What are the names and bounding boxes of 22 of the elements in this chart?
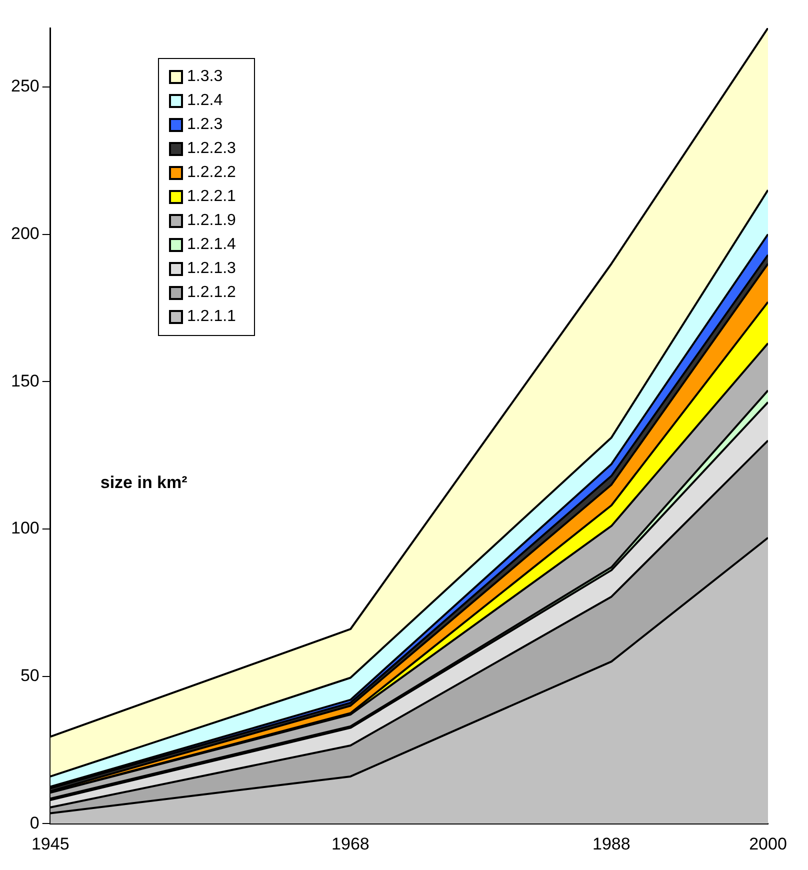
y-tick-label: 100	[10, 518, 40, 538]
legend-label: 1.2.2.1	[187, 188, 236, 206]
legend-label: 1.3.3	[187, 68, 223, 86]
legend-label: 1.2.2.3	[187, 140, 236, 158]
x-tick-label: 1968	[332, 834, 370, 854]
legend-label: 1.2.1.1	[187, 308, 236, 326]
x-tick-label: 1988	[592, 834, 630, 854]
x-tick-label: 1945	[31, 834, 70, 854]
legend-label: 1.2.3	[187, 116, 223, 134]
legend-label: 1.2.1.3	[187, 260, 236, 278]
legend-label: 1.2.1.9	[187, 212, 236, 230]
legend-label: 1.2.1.2	[187, 284, 236, 302]
legend-label: 1.2.2.2	[187, 164, 236, 182]
annotation: size in km²	[100, 473, 188, 492]
x-tick-label: 2000	[749, 834, 787, 854]
y-tick-label: 250	[10, 76, 40, 96]
legend-label: 1.2.1.4	[187, 236, 236, 254]
y-tick-label: 200	[10, 224, 40, 243]
y-tick-label: 150	[10, 371, 40, 390]
legend-label: 1.2.4	[187, 92, 223, 110]
y-tick-label: 50	[20, 666, 40, 685]
y-tick-label: 0	[30, 813, 40, 832]
